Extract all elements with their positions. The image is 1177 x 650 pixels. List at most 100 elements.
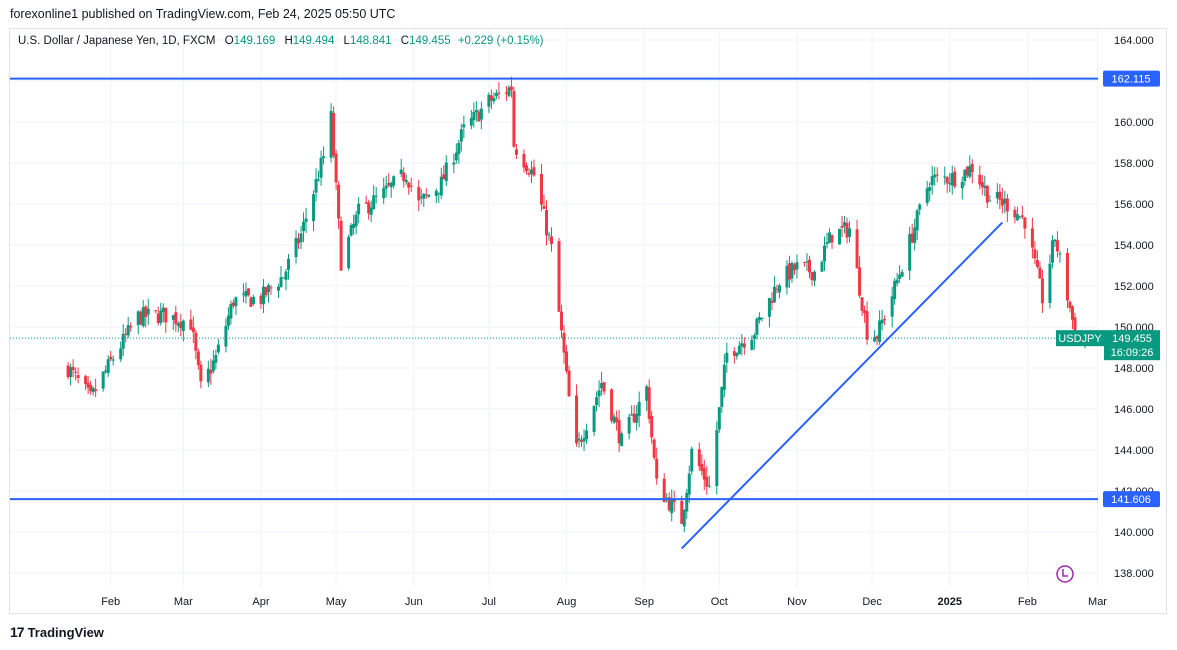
candle-body bbox=[828, 232, 832, 243]
bar-countdown-label: 16:09:26 bbox=[1111, 347, 1154, 359]
candle-body bbox=[477, 111, 481, 122]
candle-body bbox=[294, 237, 298, 258]
candle-body bbox=[171, 315, 175, 320]
price-tick-label: 140.000 bbox=[1114, 527, 1154, 539]
price-tick-label: 164.000 bbox=[1114, 35, 1154, 47]
candle-body bbox=[757, 317, 761, 321]
candle-body bbox=[1015, 214, 1019, 221]
candle-body bbox=[557, 241, 561, 312]
time-axis: Feb Mar Apr May Jun Jul Aug Sep Oct Nov Dec 2025 Feb… bbox=[101, 596, 1107, 608]
candle-body bbox=[264, 287, 268, 296]
candle-body bbox=[457, 142, 461, 154]
level-price-label: 141.606 bbox=[1111, 494, 1151, 506]
candle-body bbox=[717, 407, 721, 430]
candle-body bbox=[119, 348, 123, 360]
candle-body bbox=[422, 193, 426, 199]
candle-body bbox=[883, 319, 887, 321]
candle-body bbox=[444, 162, 448, 182]
candle-body bbox=[968, 165, 972, 177]
candle-body bbox=[489, 95, 493, 101]
candle-body bbox=[329, 111, 333, 158]
candle-body bbox=[472, 112, 476, 121]
candle-body bbox=[427, 194, 431, 197]
legend-high-value: 149.494 bbox=[292, 35, 335, 47]
last-price-tag bbox=[1104, 330, 1160, 361]
candle-body bbox=[1033, 249, 1037, 259]
candle-body bbox=[582, 438, 586, 442]
candle-body bbox=[156, 313, 160, 323]
candle-body bbox=[790, 262, 794, 279]
candle-body bbox=[261, 286, 265, 305]
candle-body bbox=[454, 152, 458, 161]
level-price-tag bbox=[1103, 70, 1160, 87]
candle-body bbox=[863, 310, 867, 314]
candle-body bbox=[1048, 263, 1052, 303]
candle-body bbox=[347, 236, 351, 269]
candle-body bbox=[304, 218, 308, 222]
candle-body bbox=[612, 416, 616, 423]
indicator-icon[interactable] bbox=[1056, 565, 1074, 583]
candle-body bbox=[617, 420, 621, 444]
candle-body bbox=[91, 387, 95, 393]
candle-body bbox=[910, 233, 914, 243]
candle-body bbox=[279, 277, 283, 287]
candle-body bbox=[650, 415, 654, 438]
candle-body bbox=[682, 509, 686, 527]
candle-body bbox=[339, 220, 343, 271]
candle-body bbox=[823, 245, 827, 262]
candle-body bbox=[805, 261, 809, 263]
price-tick-label: 144.000 bbox=[1114, 445, 1154, 457]
legend-close-value: 149.455 bbox=[409, 35, 451, 47]
candle-body bbox=[322, 156, 326, 159]
candle-body bbox=[297, 238, 301, 244]
price-tick-label: 160.000 bbox=[1114, 117, 1154, 129]
candle-body bbox=[792, 264, 796, 271]
candle-body bbox=[933, 174, 937, 178]
candle-body bbox=[146, 308, 150, 315]
candle-body bbox=[840, 225, 844, 228]
candle-body bbox=[111, 359, 115, 361]
candle-body bbox=[720, 386, 724, 407]
price-tick-label: 156.000 bbox=[1114, 199, 1154, 211]
candle-body bbox=[1013, 209, 1017, 218]
candle-body bbox=[387, 183, 391, 186]
candle-body bbox=[229, 303, 233, 319]
candle-body bbox=[404, 179, 408, 183]
candle-body bbox=[1053, 239, 1057, 242]
candle-body bbox=[1050, 240, 1054, 263]
candle-body bbox=[276, 286, 280, 291]
candle-body bbox=[737, 345, 741, 355]
drawing-overlays bbox=[10, 77, 1098, 550]
candle-body bbox=[224, 325, 228, 347]
candle-body bbox=[820, 261, 824, 272]
candle-body bbox=[507, 87, 511, 96]
time-tick-label: Dec bbox=[862, 596, 882, 608]
candle-body bbox=[645, 386, 649, 401]
candle-body bbox=[953, 171, 957, 187]
tradingview-logo-icon: 17 bbox=[10, 624, 25, 640]
candle-body bbox=[199, 364, 203, 382]
candle-body bbox=[592, 406, 596, 432]
candle-body bbox=[670, 499, 674, 514]
candle-body bbox=[685, 492, 689, 512]
candle-body bbox=[384, 185, 388, 189]
candle-body bbox=[672, 498, 676, 503]
legend-close-label: C bbox=[400, 35, 410, 47]
candle-body bbox=[74, 371, 78, 373]
time-tick-label: Feb bbox=[1018, 596, 1037, 608]
time-tick-label: Jun bbox=[405, 596, 423, 608]
legend-change: +0.229 (+0.15%) bbox=[457, 35, 544, 47]
candle-body bbox=[139, 311, 143, 325]
candle-body bbox=[843, 222, 847, 227]
candle-body bbox=[647, 387, 651, 419]
candle-body bbox=[630, 414, 634, 416]
trend-line bbox=[681, 221, 1004, 550]
candle-body bbox=[777, 285, 781, 293]
candle-body bbox=[89, 385, 93, 392]
candle-body bbox=[960, 181, 964, 189]
tradingview-footer[interactable]: 17 TradingView bbox=[10, 624, 104, 640]
price-tick-label: 152.000 bbox=[1114, 281, 1154, 293]
legend-open-label: O bbox=[224, 35, 234, 47]
candle-body bbox=[86, 382, 90, 388]
